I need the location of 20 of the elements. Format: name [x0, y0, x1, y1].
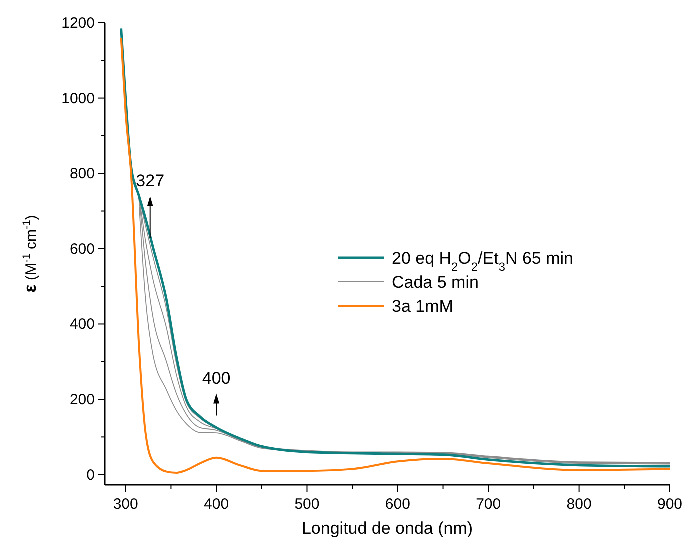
x-tick-label: 800	[566, 496, 592, 513]
x-axis-title: Longitud de onda (nm)	[302, 519, 474, 538]
annotation: 400	[202, 368, 231, 388]
y-tick-label: 1200	[62, 15, 95, 32]
legend-label: 20 eq H$_{2}$O$_{2}$/Et$_{3}$N 65 min	[392, 249, 574, 274]
y-tick-label: 800	[70, 166, 95, 183]
x-tick-label: 500	[294, 496, 320, 513]
y-tick-label: 200	[70, 392, 95, 409]
legend-label: 3a 1mM	[392, 297, 454, 316]
annotation: 327	[136, 171, 165, 190]
x-tick-label: 600	[385, 496, 410, 513]
x-tick-label: 400	[204, 496, 230, 513]
legend-label: Cada 5 min	[392, 273, 479, 292]
x-tick-label: 300	[113, 496, 138, 513]
x-tick-label: 900	[657, 496, 683, 513]
y-tick-label: 400	[70, 316, 95, 334]
y-tick-label: 1000	[62, 90, 95, 108]
y-tick-label: 0	[86, 466, 95, 484]
y-tick-label: 600	[70, 240, 95, 258]
x-tick-label: 700	[476, 496, 502, 513]
